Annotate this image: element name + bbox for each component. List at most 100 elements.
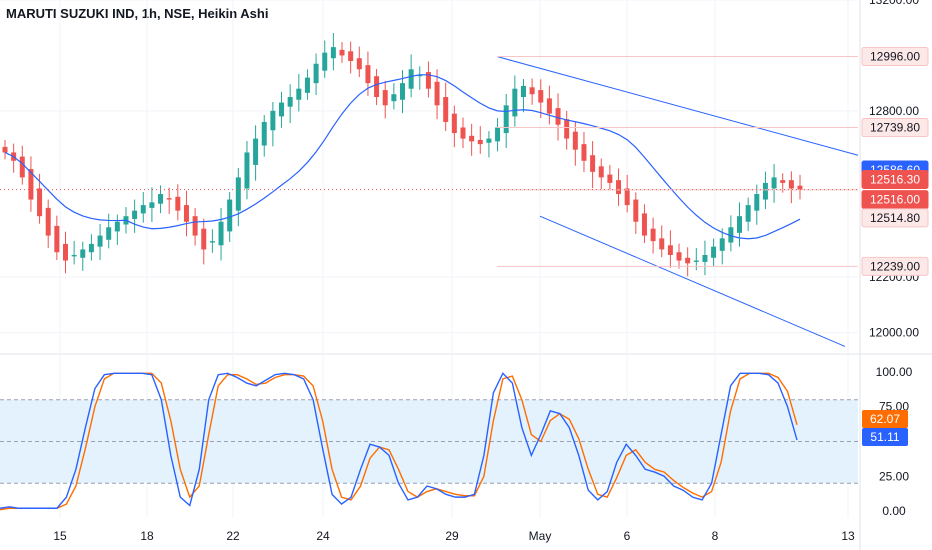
candle-body xyxy=(633,199,639,222)
price-pane[interactable] xyxy=(0,32,859,347)
candle-body xyxy=(425,72,431,89)
candle-body xyxy=(581,144,587,161)
candle-body xyxy=(201,228,207,250)
candle-body xyxy=(538,90,544,103)
candle-body xyxy=(313,63,319,84)
candle-body xyxy=(693,260,699,262)
candle-body xyxy=(469,135,475,142)
candle-body xyxy=(434,81,440,106)
candle-body xyxy=(788,180,794,189)
price-level-text: 12239.00 xyxy=(870,259,920,273)
candle-body xyxy=(400,83,405,100)
candle-body xyxy=(209,241,215,243)
candle-body xyxy=(192,216,198,236)
stoch-value-tag xyxy=(862,410,908,428)
candle-body xyxy=(486,138,492,143)
candle-body xyxy=(737,216,743,233)
candle-body xyxy=(417,74,423,77)
candle-body xyxy=(374,76,380,98)
candle-body xyxy=(598,166,604,178)
candle-body xyxy=(28,169,34,200)
candle-body xyxy=(667,245,673,255)
candle-body xyxy=(676,252,682,261)
x-tick-label: 15 xyxy=(53,529,67,543)
moving-average-line xyxy=(4,74,801,240)
candle-body xyxy=(97,235,103,247)
candle-body xyxy=(408,69,414,89)
y-tick-label: 12800.00 xyxy=(869,104,919,118)
candle-body xyxy=(322,52,328,71)
candle-body xyxy=(270,110,276,131)
candle-body xyxy=(512,88,518,117)
candle-body xyxy=(37,188,43,217)
stochastic-pane[interactable] xyxy=(0,372,858,511)
price-level-text: 12996.00 xyxy=(870,50,920,64)
candle-body xyxy=(754,194,760,211)
candle-body xyxy=(287,97,293,107)
stoch-value-text: 62.07 xyxy=(870,412,900,426)
candle-body xyxy=(762,182,768,200)
candle-body xyxy=(659,238,665,250)
stoch-y-tick-label: 25.00 xyxy=(879,469,909,483)
candle-body xyxy=(555,108,561,125)
candle-body xyxy=(348,51,354,61)
x-tick-label: 24 xyxy=(316,529,330,543)
candle-body xyxy=(546,98,552,114)
candle-body xyxy=(564,119,570,139)
candle-body xyxy=(495,127,501,142)
candle-body xyxy=(175,196,181,211)
y-tick-label: 13200.00 xyxy=(869,0,919,7)
candle-body xyxy=(71,254,77,257)
stoch-k-line xyxy=(0,372,798,509)
candle-body xyxy=(641,213,647,236)
price-level-tag xyxy=(861,47,929,67)
candle-body xyxy=(520,85,526,98)
price-level-text: 12739.80 xyxy=(870,121,920,135)
candle-body xyxy=(365,65,371,84)
candle-body xyxy=(685,257,691,264)
candle-body xyxy=(650,228,656,242)
candle-body xyxy=(590,155,596,172)
price-level-text: 12514.80 xyxy=(870,211,920,225)
candle-body xyxy=(244,152,250,189)
x-tick-label: 18 xyxy=(140,529,154,543)
candle-body xyxy=(54,225,60,253)
stoch-value-tag xyxy=(862,428,908,446)
candle-body xyxy=(382,90,388,106)
x-tick-label: May xyxy=(529,529,552,543)
x-tick-label: 22 xyxy=(226,529,240,543)
x-tick-label: 29 xyxy=(445,529,459,543)
price-level-text: 12516.30 xyxy=(870,172,920,186)
candle-body xyxy=(88,243,94,253)
candle-body xyxy=(45,207,51,236)
candle-body xyxy=(114,221,120,232)
x-tick-label: 6 xyxy=(624,529,631,543)
candle-body xyxy=(140,205,146,214)
chart-title: MARUTI SUZUKI IND, 1h, NSE, Heikin Ashi xyxy=(6,6,269,21)
price-level-tag xyxy=(861,118,929,138)
candle-body xyxy=(235,177,241,211)
candle-body xyxy=(572,131,578,150)
candle-body xyxy=(227,199,233,232)
candle-body xyxy=(616,180,622,195)
axes: 15 18 22 24 29 May 6 8 1313200.0012800.0012200.0… xyxy=(53,0,919,543)
price-level-tag xyxy=(861,208,929,228)
candle-body xyxy=(339,49,345,56)
candle-body xyxy=(132,210,138,219)
candle-body xyxy=(166,198,172,200)
candle-body xyxy=(218,221,224,246)
candle-body xyxy=(711,246,717,258)
candle-body xyxy=(719,238,725,251)
candle-body xyxy=(745,205,751,222)
price-level-tag xyxy=(861,169,929,189)
candle-body xyxy=(279,102,285,117)
candle-body xyxy=(624,188,630,206)
candle-body xyxy=(304,77,310,93)
trendline-lower xyxy=(539,215,846,347)
candle-body xyxy=(2,146,8,153)
candle-body xyxy=(529,87,535,95)
candle-body xyxy=(330,47,336,59)
candle-body xyxy=(780,180,786,183)
candle-body xyxy=(477,139,483,145)
